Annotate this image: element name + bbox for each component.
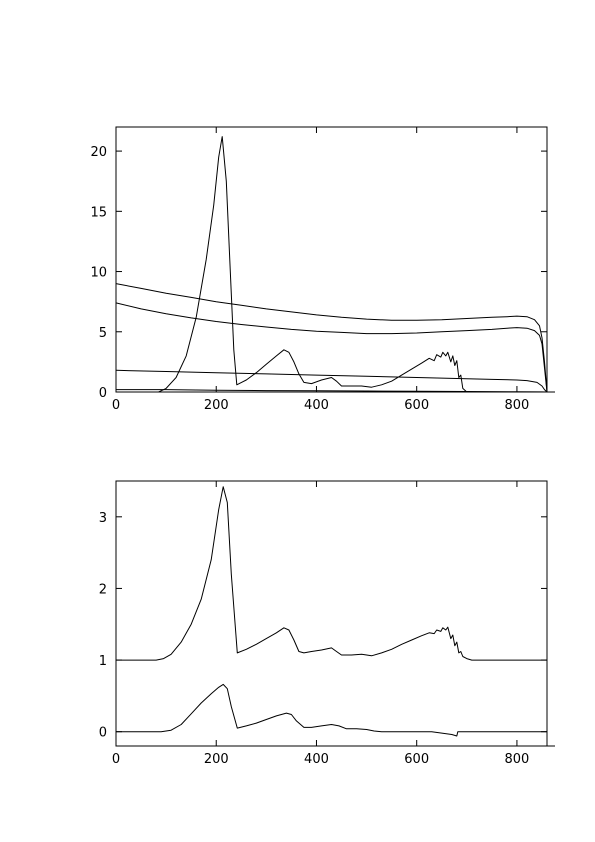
series-line-3 <box>115 369 548 393</box>
series-line-1 <box>116 486 547 661</box>
top-chart: 0 200 400 600 800 0 5 10 15 20 <box>90 126 555 413</box>
x-tick-label: 800 <box>505 398 530 413</box>
x-tick-label: 200 <box>204 752 229 767</box>
y-tick-label: 2 <box>99 582 107 597</box>
x-tick-label: 400 <box>304 752 329 767</box>
series-line-1 <box>115 283 548 393</box>
y-tick-label: 20 <box>90 145 107 160</box>
x-tick-label: 600 <box>404 398 429 413</box>
series-line-2 <box>116 683 547 737</box>
x-tick-label: 0 <box>112 398 120 413</box>
series-line-5 <box>158 136 468 393</box>
plot-frame <box>115 480 548 747</box>
x-tick-label: 200 <box>204 398 229 413</box>
plot-frame <box>115 126 548 393</box>
y-tick-label: 1 <box>99 654 107 669</box>
bottom-chart: 0 200 400 600 800 0 1 2 3 <box>99 480 555 767</box>
y-tick-label: 5 <box>99 326 107 341</box>
x-tick-label: 600 <box>404 752 429 767</box>
x-tick-label: 800 <box>505 752 530 767</box>
y-tick-label: 3 <box>99 511 107 526</box>
x-tick-label: 0 <box>112 752 120 767</box>
y-tick-label: 10 <box>90 266 107 281</box>
y-tick-label: 0 <box>99 386 107 401</box>
x-tick-label: 400 <box>304 398 329 413</box>
series-line-4 <box>116 389 548 393</box>
series-line-2 <box>115 302 548 393</box>
y-tick-label: 15 <box>90 205 107 220</box>
y-tick-label: 0 <box>99 726 107 741</box>
